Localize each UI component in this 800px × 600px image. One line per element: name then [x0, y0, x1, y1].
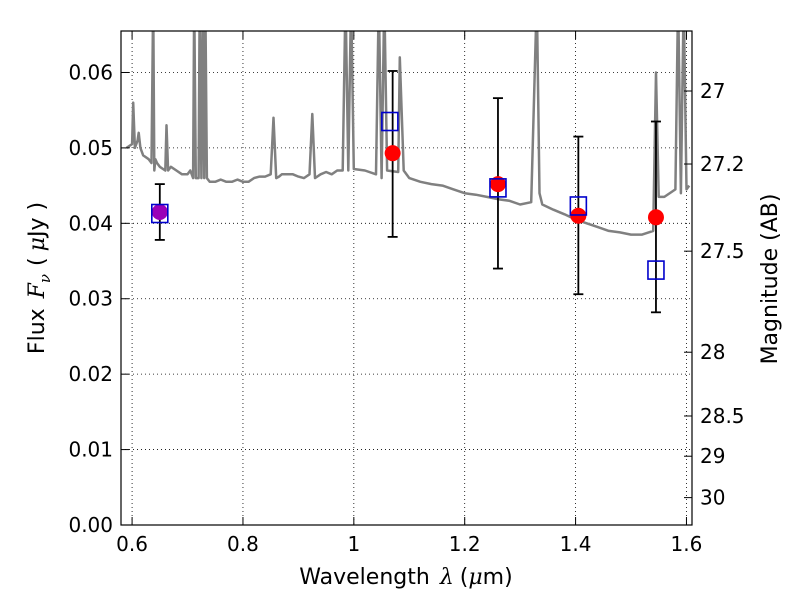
y-axis-label: FluxFν(μJy ) — [25, 202, 54, 354]
model-band-point — [647, 260, 665, 280]
y-tick-label: 0.04 — [68, 211, 113, 235]
y-axis: 0.00 0.01 0.02 0.03 0.04 0.05 0.06 — [68, 60, 129, 537]
y2-axis-label: Magnitude (AB) — [758, 194, 783, 365]
y-tick-label: 0.06 — [68, 60, 113, 84]
x-tick-label: 1.2 — [449, 532, 481, 556]
observed-point — [647, 209, 664, 226]
x-tick-label: 1.6 — [671, 532, 703, 556]
model-band-point — [151, 203, 169, 224]
y2-tick-label: 27.5 — [700, 239, 745, 263]
model-band-point — [381, 111, 399, 132]
y2-tick-label: 29 — [700, 444, 725, 468]
x-axis: 0.6 0.8 1 1.2 1.4 1.6 — [116, 31, 702, 556]
y2-axis: 27 27.2 27.5 28 28.5 29 30 — [684, 79, 745, 510]
y-tick-label: 0.02 — [68, 362, 113, 386]
observed-point — [384, 145, 401, 162]
observed-point — [151, 204, 168, 221]
x-tick-label: 0.6 — [116, 532, 148, 556]
model-band-point — [489, 178, 507, 198]
y2-tick-label: 28 — [700, 340, 725, 364]
y2-tick-label: 30 — [700, 486, 725, 510]
y-tick-label: 0.00 — [68, 513, 113, 537]
y2-tick-label: 28.5 — [700, 404, 745, 428]
model-band-point — [569, 196, 588, 216]
errorbar-layer — [154, 70, 661, 314]
y-tick-label: 0.03 — [68, 287, 113, 311]
x-axis-label: Wavelength λ (μm) — [299, 565, 512, 590]
y2-tick-label: 27.2 — [700, 152, 745, 176]
spectrum-layer — [125, 31, 691, 236]
model-points-layer — [151, 111, 665, 280]
x-tick-label: 1.4 — [560, 532, 592, 556]
x-tick-label: 1 — [347, 532, 360, 556]
observed-point — [570, 207, 587, 224]
observed-points-layer — [151, 145, 664, 226]
plot-frame — [120, 30, 693, 526]
y-tick-label: 0.05 — [68, 136, 113, 160]
y-tick-label: 0.01 — [68, 438, 113, 462]
observed-point — [489, 176, 506, 193]
y2-tick-label: 27 — [700, 79, 725, 103]
spectrum-line — [125, 31, 691, 236]
x-tick-label: 0.8 — [227, 532, 259, 556]
